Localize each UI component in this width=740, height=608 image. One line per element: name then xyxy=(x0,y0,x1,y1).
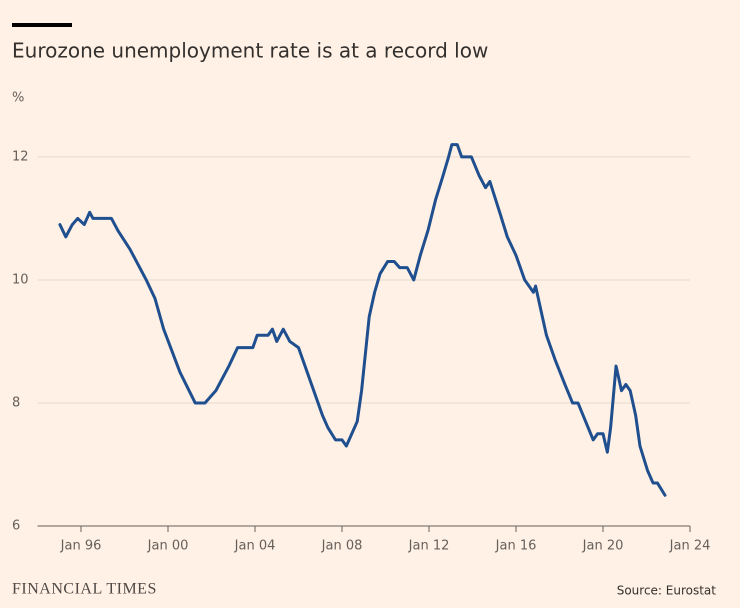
x-tick-label: Jan 16 xyxy=(495,539,537,554)
y-tick-label: 8 xyxy=(12,395,20,410)
y-axis-label: % xyxy=(12,91,24,106)
line xyxy=(58,143,667,497)
title-bar xyxy=(12,23,72,27)
x-tick-label: Jan 12 xyxy=(408,539,450,554)
x-tick-label: Jan 04 xyxy=(234,539,276,554)
chart-title: Eurozone unemployment rate is at a recor… xyxy=(12,39,488,63)
y-tick-label: 12 xyxy=(12,149,29,164)
x-tick-label: Jan 08 xyxy=(321,539,363,554)
x-tick-label: Jan 20 xyxy=(582,539,624,554)
x-tick-label: Jan 00 xyxy=(147,539,189,554)
y-tick-label: 6 xyxy=(12,519,20,534)
y-tick-label: 10 xyxy=(12,272,29,287)
brand: FINANCIAL TIMES xyxy=(12,581,157,598)
x-tick-label: Jan 96 xyxy=(60,539,102,554)
x-tick-label: Jan 24 xyxy=(669,539,711,554)
source: Source: Eurostat xyxy=(617,584,717,598)
